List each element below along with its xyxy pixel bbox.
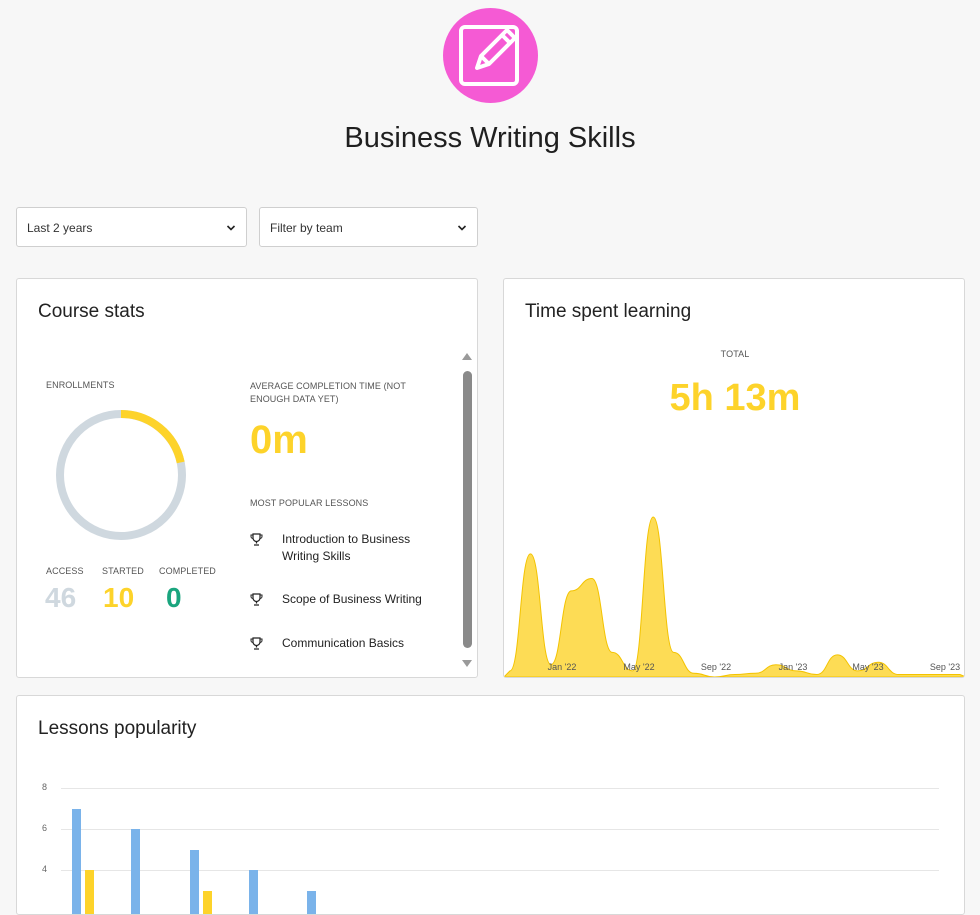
course-stats-card: Course stats ENROLLMENTS ACCESS STARTED … [16, 278, 478, 678]
enrollments-donut [53, 407, 189, 543]
access-label: ACCESS [46, 566, 84, 576]
x-tick-label: Jan '23 [779, 662, 808, 672]
lessons-popularity-bar-chart: 4 6 8 [17, 696, 965, 915]
started-label: STARTED [102, 566, 144, 576]
x-tick-label: Jan '22 [548, 662, 577, 672]
x-tick-label: May '23 [852, 662, 883, 672]
edit-pencil-icon [443, 8, 538, 103]
lesson-bar [131, 829, 140, 915]
course-logo [443, 8, 538, 103]
lesson-bar [85, 870, 94, 915]
lesson-bar [190, 850, 199, 915]
page-title: Business Writing Skills [0, 122, 980, 155]
completed-label: COMPLETED [159, 566, 216, 576]
y-gridline [61, 788, 939, 789]
time-spent-title: Time spent learning [525, 301, 691, 323]
x-tick-label: Sep '22 [701, 662, 731, 672]
course-stats-title: Course stats [38, 301, 145, 323]
lesson-bar [249, 870, 258, 915]
access-value: 46 [45, 582, 76, 614]
trophy-icon [250, 637, 263, 650]
y-tick-label: 6 [42, 823, 47, 833]
total-time-value: 5h 13m [504, 377, 965, 420]
x-tick-label: Sep '23 [930, 662, 960, 672]
total-label: TOTAL [504, 349, 965, 359]
avg-completion-value: 0m [250, 418, 308, 463]
team-filter-select[interactable]: Filter by team [259, 207, 478, 247]
time-spent-area-chart: Jan '22 May '22 Sep '22 Jan '23 May '23 Sep '… [504, 499, 965, 678]
x-tick-label: May '22 [623, 662, 654, 672]
trophy-icon [250, 533, 263, 546]
popular-lesson-title: Introduction to Business Writing Skills [282, 531, 432, 565]
y-tick-label: 4 [42, 864, 47, 874]
stats-scrollbar[interactable] [460, 350, 474, 676]
enrollments-label: ENROLLMENTS [46, 380, 115, 390]
chevron-down-icon [226, 223, 236, 233]
lesson-bar [307, 891, 316, 915]
scroll-down-arrow-icon[interactable] [460, 658, 474, 670]
lesson-bar [72, 809, 81, 915]
period-select[interactable]: Last 2 years [16, 207, 247, 247]
time-spent-area-series [504, 517, 965, 677]
y-tick-label: 8 [42, 782, 47, 792]
popular-lesson-title: Scope of Business Writing [282, 591, 432, 608]
scrollbar-thumb[interactable] [463, 371, 472, 648]
popular-lesson-title: Communication Basics [282, 635, 432, 652]
team-filter-placeholder: Filter by team [270, 221, 343, 235]
scroll-up-arrow-icon[interactable] [460, 350, 474, 362]
completed-value: 0 [166, 582, 182, 614]
popular-lessons-label: MOST POPULAR LESSONS [250, 498, 368, 508]
started-value: 10 [103, 582, 134, 614]
chevron-down-icon [457, 223, 467, 233]
y-gridline [61, 829, 939, 830]
time-spent-card: Time spent learning TOTAL 5h 13m Jan '22… [503, 278, 965, 678]
avg-completion-label: AVERAGE COMPLETION TIME (NOT ENOUGH DATA… [250, 380, 410, 406]
trophy-icon [250, 593, 263, 606]
period-select-value: Last 2 years [27, 221, 92, 235]
lesson-bar [203, 891, 212, 915]
